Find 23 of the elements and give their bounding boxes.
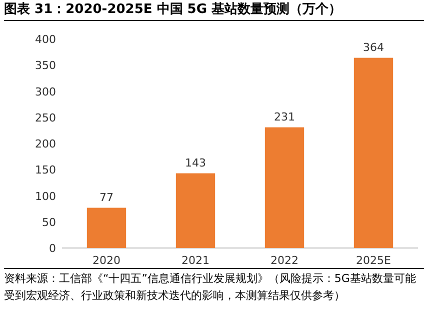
x-tick-label: 2025E <box>356 254 392 267</box>
y-tick-label: 300 <box>35 85 56 98</box>
y-tick-label: 250 <box>35 111 56 124</box>
text: 资料来源：工信部《“十四五”信息通信行业发展规划》（风险提示：5G基站数量可能受到宏观经济、行业政策和新技术迭代的影响，本测算结果仅供参考） <box>4 268 424 304</box>
bar <box>86 208 126 248</box>
x-tick-label: 2022 <box>270 254 298 267</box>
y-tick-label: 350 <box>35 59 56 72</box>
y-tick-label: 50 <box>42 216 56 229</box>
data-label: 77 <box>100 190 114 204</box>
y-tick-label: 200 <box>35 138 56 150</box>
bar <box>264 127 304 248</box>
y-tick-label: 150 <box>35 164 56 177</box>
chart-title: 图表 31：2020-2025E 中国 5G 基站数量预测（万个） <box>4 0 424 21</box>
x-tick-label: 2021 <box>182 254 210 267</box>
x-tick-label: 2020 <box>92 254 120 267</box>
data-label: 364 <box>363 40 384 54</box>
y-tick-label: 100 <box>35 190 56 203</box>
data-label: 143 <box>185 156 206 170</box>
bar <box>176 173 216 248</box>
y-tick-label: 400 <box>35 33 56 46</box>
data-label: 231 <box>274 110 295 124</box>
y-tick-label: 0 <box>49 242 56 255</box>
bar <box>354 58 394 248</box>
